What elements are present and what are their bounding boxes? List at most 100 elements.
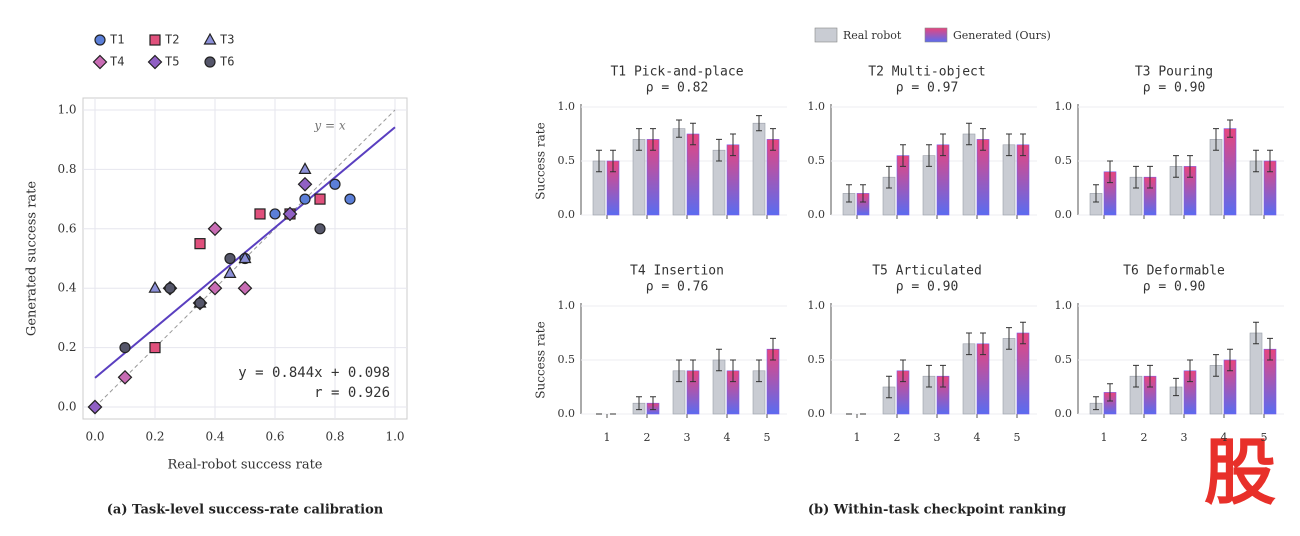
error-bar xyxy=(1006,327,1012,350)
y-tick-label: 0.0 xyxy=(558,407,576,420)
y-tick-label: 0.0 xyxy=(558,208,576,221)
error-bar xyxy=(1133,165,1139,189)
point xyxy=(203,32,217,45)
error-bar xyxy=(1187,155,1193,178)
point xyxy=(119,342,131,354)
caption: (b) Within-task checkpoint ranking xyxy=(808,503,1066,518)
y-tick-label: 0.5 xyxy=(1055,154,1073,167)
y-tick-label: 0.0 xyxy=(1055,407,1073,420)
error-bar xyxy=(1020,133,1026,157)
y-tick-label: 0.2 xyxy=(57,340,76,354)
error-bar xyxy=(690,359,696,383)
error-bar xyxy=(730,133,736,157)
y-axis-label: Success rate xyxy=(534,122,548,199)
x-tick-label: 2 xyxy=(1141,431,1148,444)
point xyxy=(329,178,341,190)
legend-swatch xyxy=(814,27,838,43)
panel-title: T4 Insertion xyxy=(630,264,724,279)
y-tick-label: 0.5 xyxy=(808,154,826,167)
x-tick-label: 4 xyxy=(724,431,731,444)
x-tick-label: 3 xyxy=(934,431,941,444)
y-tick-label: 0.5 xyxy=(1055,353,1073,366)
point xyxy=(269,208,281,220)
error-bar xyxy=(610,149,616,173)
point xyxy=(117,369,133,385)
error-bar xyxy=(1093,184,1099,203)
panel-subtitle: ρ = 0.90 xyxy=(896,280,959,295)
error-bar xyxy=(1267,149,1273,173)
error-bar xyxy=(980,332,986,356)
y-axis-label: Generated success rate xyxy=(25,181,40,336)
x-tick-label: 0.4 xyxy=(205,430,224,444)
error-bar xyxy=(1227,119,1233,138)
panel-title: T6 Deformable xyxy=(1123,264,1225,279)
point xyxy=(194,297,206,309)
y-tick-label: 1.0 xyxy=(1055,299,1073,312)
point xyxy=(344,193,356,205)
x-tick-label: 1.0 xyxy=(385,430,404,444)
error-bar xyxy=(926,144,932,167)
bar xyxy=(976,139,990,216)
error-bar xyxy=(940,133,946,157)
y-tick-label: 1.0 xyxy=(1055,100,1073,113)
error-bar xyxy=(1213,354,1219,377)
error-bar xyxy=(900,144,906,167)
bar xyxy=(1223,128,1237,216)
error-bar xyxy=(716,138,722,162)
error-bar xyxy=(1227,348,1233,372)
error-bar xyxy=(1107,383,1113,402)
y-tick-label: 0.0 xyxy=(808,407,826,420)
error-bar xyxy=(966,332,972,356)
watermark: 股 xyxy=(1204,431,1276,515)
y-tick-label: 0.0 xyxy=(808,208,826,221)
error-bar xyxy=(756,359,762,383)
error-bar xyxy=(596,149,602,173)
error-bar xyxy=(650,396,656,411)
bar xyxy=(752,122,766,216)
point xyxy=(194,238,206,250)
panel-subtitle: ρ = 0.82 xyxy=(646,81,709,96)
bar xyxy=(1016,332,1030,415)
error-bar xyxy=(940,364,946,388)
y-tick-label: 0.6 xyxy=(57,221,76,235)
y-tick-label: 1.0 xyxy=(808,100,826,113)
error-bar xyxy=(860,184,866,203)
bar xyxy=(766,139,780,216)
y-axis-label: Success rate xyxy=(534,321,548,398)
point xyxy=(237,280,253,296)
point xyxy=(94,34,106,46)
error-bar xyxy=(1173,155,1179,178)
error-bar xyxy=(966,122,972,146)
legend-label: T4 xyxy=(110,55,124,69)
point xyxy=(147,54,163,70)
error-bar xyxy=(1006,133,1012,157)
y-tick-label: 0.4 xyxy=(57,281,76,295)
panel-title: T3 Pouring xyxy=(1135,65,1213,80)
error-bar xyxy=(690,122,696,146)
error-bar xyxy=(716,348,722,372)
panel-subtitle: ρ = 0.90 xyxy=(1143,81,1206,96)
y-tick-label: 1.0 xyxy=(558,100,576,113)
error-bar xyxy=(980,128,986,151)
point xyxy=(297,176,313,192)
error-bar xyxy=(770,128,776,151)
point xyxy=(87,399,103,415)
identity-label: y = x xyxy=(313,119,345,133)
error-bar xyxy=(1147,165,1153,189)
error-bar xyxy=(1267,337,1273,361)
r-label: r = 0.926 xyxy=(314,385,390,401)
error-bar xyxy=(926,364,932,388)
y-tick-label: 0.0 xyxy=(57,400,76,414)
y-tick-label: 1.0 xyxy=(558,299,576,312)
y-tick-label: 0.5 xyxy=(808,353,826,366)
error-bar xyxy=(1213,128,1219,151)
error-bar xyxy=(1020,321,1026,345)
error-bar xyxy=(730,359,736,383)
x-tick-label: 0.6 xyxy=(265,430,284,444)
point xyxy=(92,54,108,70)
error-bar xyxy=(886,165,892,189)
point xyxy=(238,251,252,264)
bar xyxy=(1002,338,1016,415)
